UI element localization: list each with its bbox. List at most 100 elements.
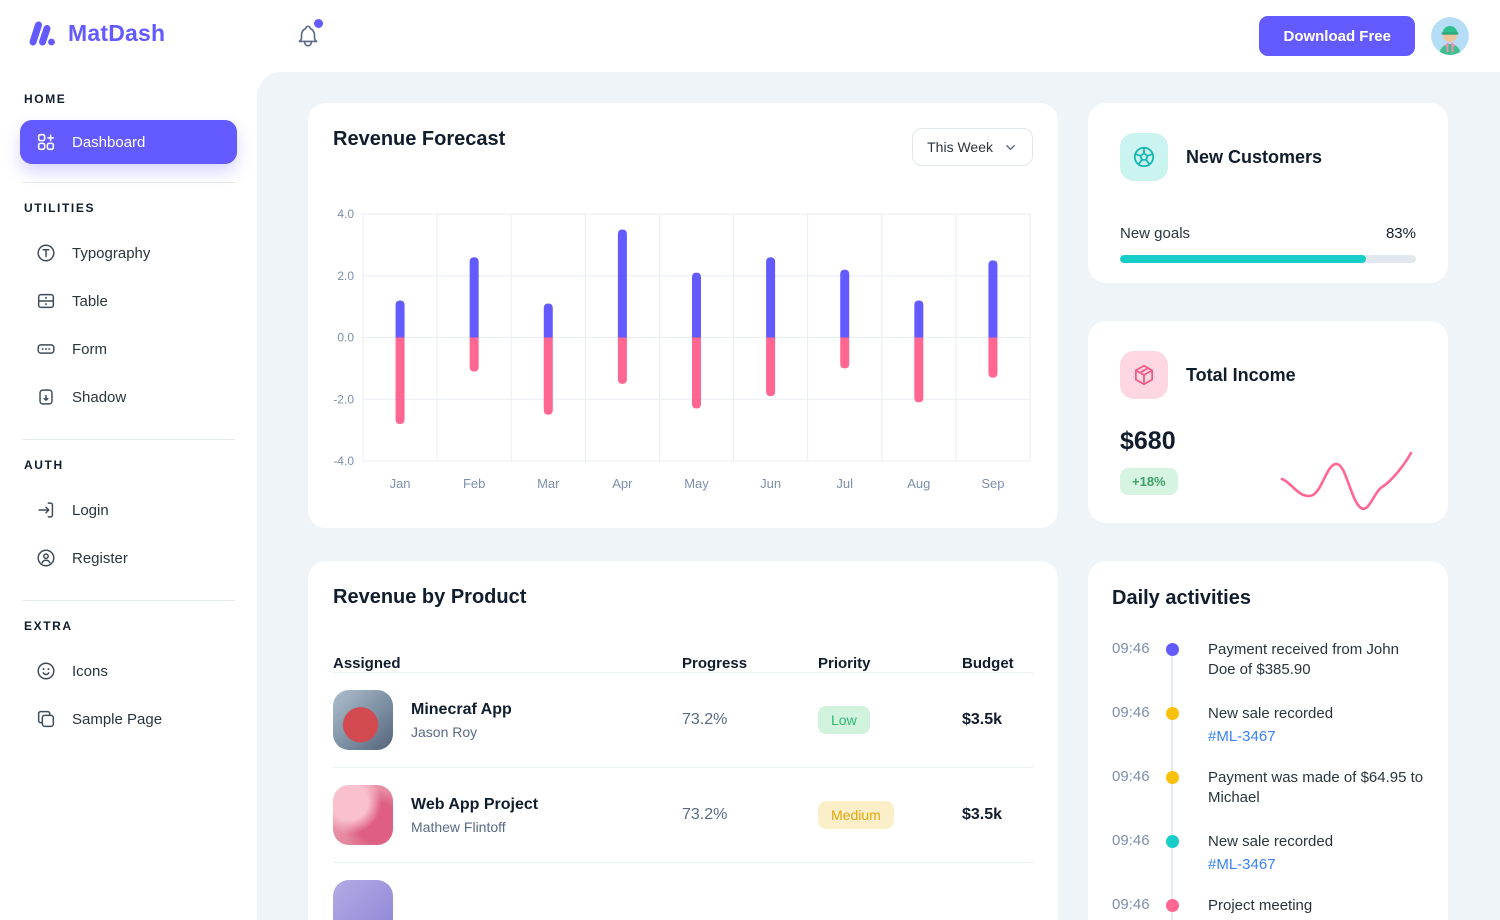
total-income-amount: $680 [1120, 427, 1176, 455]
matdash-logo-icon [29, 21, 55, 46]
svg-text:2.0: 2.0 [337, 269, 354, 283]
income-sparkline [1280, 451, 1413, 511]
product-name: Web App Project [411, 795, 539, 813]
sidebar-item-typography[interactable]: Typography [20, 229, 237, 277]
svg-text:Jun: Jun [760, 476, 781, 491]
sidebar-item-label: Icons [72, 662, 108, 680]
sidebar-item-dashboard[interactable]: Dashboard [20, 120, 237, 164]
table-row-partial[interactable] [333, 862, 1033, 920]
sidebar-divider [22, 182, 235, 183]
smiley-icon [35, 660, 57, 682]
brand-logo[interactable]: MatDash [24, 16, 165, 50]
download-free-button[interactable]: Download Free [1259, 16, 1415, 56]
activity-item: 09:46 Payment was made of $64.95 to Mich… [1112, 768, 1424, 832]
column-assigned: Assigned [333, 655, 401, 672]
activity-text: New sale recorded [1208, 705, 1334, 722]
goal-progress-track [1120, 255, 1416, 263]
activity-time: 09:46 [1112, 896, 1150, 913]
activity-time: 09:46 [1112, 768, 1150, 785]
main-content: Revenue Forecast This Week 4.0 2.0 0.0 -2.0… [257, 72, 1500, 920]
svg-text:Apr: Apr [612, 476, 633, 491]
table-row[interactable]: Web App Project Mathew Flintoff 73.2% Me… [333, 767, 1033, 862]
product-budget: $3.5k [962, 711, 1003, 728]
product-owner: Mathew Flintoff [411, 818, 506, 835]
bell-icon [298, 25, 318, 47]
login-icon [35, 499, 57, 521]
priority-badge: Medium [818, 801, 894, 829]
product-progress: 73.2% [682, 711, 728, 728]
svg-text:-2.0: -2.0 [333, 392, 354, 406]
product-progress: 73.2% [682, 806, 728, 823]
sidebar-item-sample-page[interactable]: Sample Page [20, 695, 237, 743]
product-name: Minecraf App [411, 700, 512, 718]
sidebar-item-table[interactable]: Table [20, 277, 237, 325]
timeline-line [1171, 650, 1173, 920]
activity-link[interactable]: #ML-3467 [1208, 856, 1276, 873]
revenue-forecast-chart: 4.0 2.0 0.0 -2.0 -4.0 Jan Feb Mar Apr May Jun Jul Au… [333, 204, 1033, 499]
goal-progress-fill [1120, 255, 1366, 263]
new-customers-card: New Customers New goals 83% [1088, 103, 1448, 283]
sidebar-divider [22, 600, 235, 601]
sidebar-item-label: Sample Page [72, 710, 163, 728]
total-income-title: Total Income [1186, 364, 1296, 385]
form-input-icon [35, 338, 57, 360]
activity-dot [1165, 899, 1179, 912]
sidebar-item-icons[interactable]: Icons [20, 647, 237, 695]
activity-link[interactable]: #ML-3467 [1208, 728, 1276, 745]
daily-activities-title: Daily activities [1112, 587, 1251, 609]
sidebar-item-login[interactable]: Login [20, 486, 237, 534]
product-budget: $3.5k [962, 806, 1003, 823]
notification-dot [314, 19, 323, 28]
sidebar-item-label: Login [72, 501, 109, 519]
activity-timeline: 09:46 Payment received from John Doe of … [1112, 640, 1424, 920]
table-icon [35, 290, 57, 312]
section-label-extra: EXTRA [24, 619, 73, 633]
sidebar-item-label: Table [72, 292, 108, 310]
svg-text:-4.0: -4.0 [333, 454, 354, 468]
shadow-box-icon [35, 386, 57, 408]
sidebar-item-label: Typography [72, 244, 151, 262]
activity-time: 09:46 [1112, 832, 1150, 849]
activity-dot [1165, 771, 1179, 784]
notifications-button[interactable] [295, 19, 323, 49]
sidebar-item-label: Form [72, 340, 107, 358]
grid-add-icon [35, 131, 57, 153]
sidebar-item-form[interactable]: Form [20, 325, 237, 373]
sidebar-item-shadow[interactable]: Shadow [20, 373, 237, 421]
revenue-by-product-card: Revenue by Product Assigned Progress Pri… [308, 561, 1058, 920]
period-selector[interactable]: This Week [912, 128, 1033, 166]
new-customers-title: New Customers [1186, 146, 1323, 167]
sidebar-item-label: Shadow [72, 388, 127, 406]
daily-activities-card: Daily activities 09:46 Payment received … [1088, 561, 1448, 920]
activity-dot [1165, 835, 1179, 848]
activity-time: 09:46 [1112, 640, 1150, 657]
letter-t-circle-icon [35, 242, 57, 264]
sidebar-divider [22, 439, 235, 440]
product-owner: Jason Roy [411, 723, 478, 740]
activity-dot [1165, 643, 1179, 656]
svg-text:May: May [684, 476, 709, 491]
product-thumbnail [333, 690, 393, 750]
sidebar-item-register[interactable]: Register [20, 534, 237, 582]
svg-text:Jan: Jan [390, 476, 411, 491]
product-thumbnail [333, 785, 393, 845]
revenue-forecast-title: Revenue Forecast [333, 128, 506, 150]
priority-badge: Low [818, 706, 870, 734]
activity-item: 09:46 New sale recorded #ML-3467 [1112, 832, 1424, 896]
top-header: MatDash Download Free [0, 0, 1500, 72]
activity-text: Payment was made of $64.95 to Michael [1208, 769, 1424, 806]
svg-text:4.0: 4.0 [337, 207, 354, 221]
goal-label: New goals [1120, 225, 1191, 242]
pages-icon [35, 708, 57, 730]
sidebar-item-label: Dashboard [72, 133, 146, 151]
svg-text:Aug: Aug [907, 476, 930, 491]
goal-percent: 83% [1385, 225, 1416, 242]
table-row[interactable]: Minecraf App Jason Roy 73.2% Low $3.5k [333, 672, 1033, 767]
svg-text:Feb: Feb [463, 476, 485, 491]
table-header: Assigned Progress Priority Budget [333, 655, 1033, 672]
svg-text:Sep: Sep [981, 476, 1004, 491]
revenue-forecast-card: Revenue Forecast This Week 4.0 2.0 0.0 -2.0… [308, 103, 1058, 528]
product-thumbnail [333, 880, 393, 920]
user-avatar[interactable] [1431, 17, 1469, 55]
column-priority: Priority [818, 655, 871, 672]
